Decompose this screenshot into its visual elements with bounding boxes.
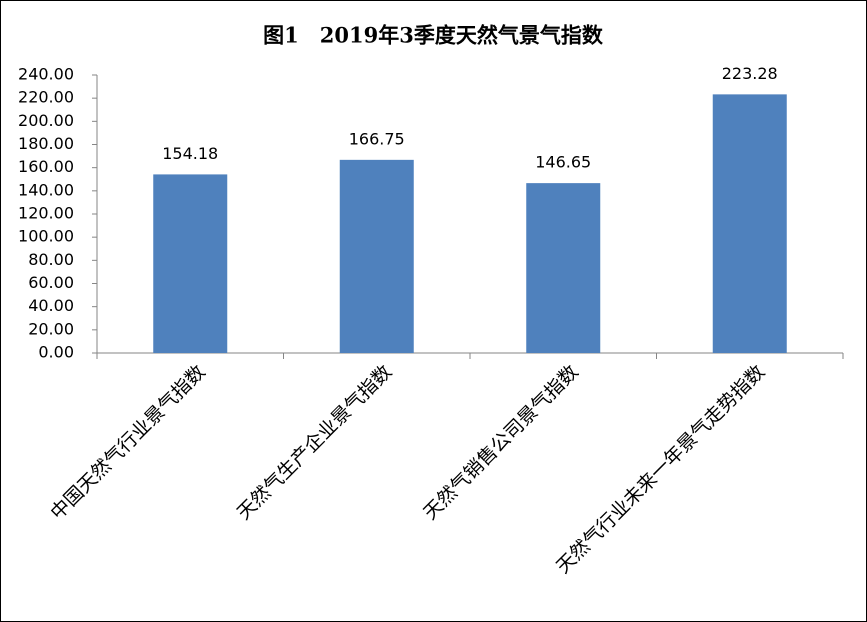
y-tick-label: 0.00 [38, 343, 74, 362]
y-tick-label: 80.00 [28, 250, 74, 269]
bar [339, 159, 414, 353]
y-tick-label: 240.00 [18, 65, 74, 84]
y-tick-label: 40.00 [28, 296, 74, 315]
y-tick-label: 220.00 [18, 88, 74, 107]
data-label: 166.75 [349, 129, 405, 148]
y-tick-label: 140.00 [18, 180, 74, 199]
y-tick-label: 20.00 [28, 319, 74, 338]
bar [526, 183, 601, 353]
y-tick-label: 200.00 [18, 111, 74, 130]
bar [153, 174, 228, 353]
data-label: 223.28 [722, 64, 778, 83]
y-tick-label: 100.00 [18, 227, 74, 246]
y-tick-label: 60.00 [28, 273, 74, 292]
data-label: 154.18 [162, 144, 218, 163]
y-tick-label: 120.00 [18, 204, 74, 223]
y-tick-label: 160.00 [18, 157, 74, 176]
bar [712, 94, 787, 353]
chart-title: 图1 2019年3季度天然气景气指数 [263, 23, 604, 48]
y-tick-label: 180.00 [18, 134, 74, 153]
data-label: 146.65 [535, 153, 591, 172]
